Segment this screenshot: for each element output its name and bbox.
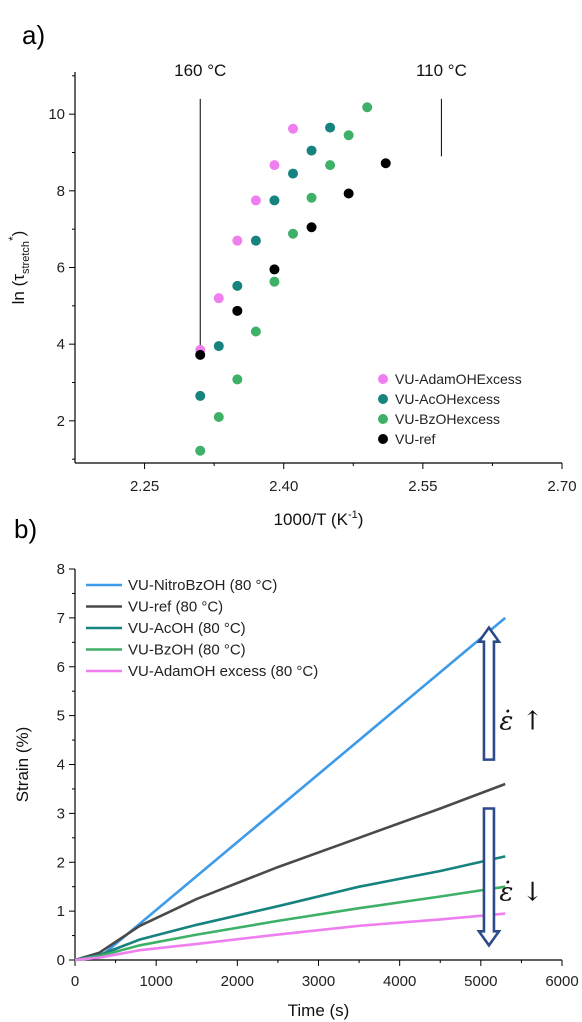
a-y-tick-label: 4 xyxy=(57,336,65,353)
a-data-point xyxy=(269,264,280,275)
a-data-point xyxy=(232,280,243,291)
panel-b-x-axis-title: Time (s) xyxy=(288,1001,350,1020)
b-y-tick-label: 7 xyxy=(57,610,65,627)
b-legend-label: VU-ref (80 °C) xyxy=(128,599,223,616)
b-x-tick-label: 3000 xyxy=(302,973,335,990)
panel-b-lines xyxy=(74,616,507,962)
a-legend-label: VU-AcOHexcess xyxy=(395,391,500,407)
panel-b-legend: VU-NitroBzOH (80 °C) VU-ref (80 °C) VU-AcO… xyxy=(86,577,318,680)
a-data-point xyxy=(287,168,298,179)
b-x-tick-label: 6000 xyxy=(545,973,578,990)
a-temperature-annotation: 160 °C xyxy=(174,61,226,80)
a-data-point xyxy=(306,145,317,156)
b-x-tick-label: 4000 xyxy=(383,973,416,990)
a-data-point xyxy=(269,195,280,206)
b-x-tick-label: 0 xyxy=(71,973,79,990)
a-data-point xyxy=(195,349,206,360)
b-y-tick-label: 8 xyxy=(57,561,65,578)
a-data-point xyxy=(232,374,243,385)
panel-a-points xyxy=(195,102,391,456)
a-data-point xyxy=(325,160,336,171)
panel-a-chart: 2.25 2.40 2.55 2.70 2 4 6 8 10 160 °C 110 °C VU-A… xyxy=(6,61,577,529)
b-y-tick-label: 4 xyxy=(57,757,65,774)
panel-a-annotations: 160 °C 110 °C xyxy=(174,61,467,348)
a-legend-marker xyxy=(378,414,388,424)
b-y-tick-label: 3 xyxy=(57,805,65,822)
a-data-point xyxy=(269,160,280,171)
a-x-tick-label: 2.40 xyxy=(269,478,298,495)
a-data-point xyxy=(287,228,298,239)
a-data-point xyxy=(213,293,224,304)
b-strain-rate-label: ε̇ ↑ xyxy=(499,707,543,737)
a-data-point xyxy=(213,412,224,422)
a-data-point xyxy=(213,341,224,352)
panel-b-arrows: ε̇ ↑ ε̇ ↓ xyxy=(476,625,543,948)
panel-b-y-axis-title: Strain (%) xyxy=(13,727,32,803)
b-series-line xyxy=(74,782,506,962)
b-legend-label: VU-AdamOH excess (80 °C) xyxy=(128,663,318,680)
a-legend-marker xyxy=(378,434,388,444)
a-y-tick-label: 8 xyxy=(57,183,65,200)
a-data-point xyxy=(250,326,261,337)
b-rate-arrow xyxy=(476,625,502,761)
a-temperature-annotation: 110 °C xyxy=(416,61,467,80)
a-data-point xyxy=(269,276,280,287)
panel-b-chart: 0 1000 2000 3000 4000 5000 6000 0 1 2 3 4 5 6 7 8 VU-Ni… xyxy=(13,561,579,1020)
panel-a-x-axis-title: 1000/T (K-1) xyxy=(274,509,364,529)
b-strain-rate-label: ε̇ ↓ xyxy=(499,878,543,908)
a-legend-label: VU-BzOHexcess xyxy=(395,411,500,427)
a-data-point xyxy=(306,192,317,203)
a-data-point xyxy=(325,122,336,133)
b-legend-label: VU-NitroBzOH (80 °C) xyxy=(128,577,277,594)
panel-b-axes: 0 1000 2000 3000 4000 5000 6000 0 1 2 3 4 5 6 7 8 xyxy=(57,561,579,990)
b-x-tick-label: 1000 xyxy=(139,973,172,990)
a-data-point xyxy=(343,188,354,199)
a-legend-marker xyxy=(378,394,388,404)
a-data-point xyxy=(195,390,206,401)
panel-a-axes: 2.25 2.40 2.55 2.70 2 4 6 8 10 xyxy=(48,72,577,495)
b-y-tick-label: 1 xyxy=(57,903,65,920)
a-y-tick-label: 2 xyxy=(57,413,65,430)
a-x-tick-label: 2.55 xyxy=(408,478,437,495)
a-y-tick-label: 10 xyxy=(48,106,65,123)
a-data-point xyxy=(232,305,243,316)
a-legend-label: VU-ref xyxy=(395,431,436,447)
b-y-tick-label: 5 xyxy=(57,708,65,725)
a-legend-label: VU-AdamOHExcess xyxy=(395,371,522,387)
a-x-tick-label: 2.70 xyxy=(547,478,576,495)
b-series-line xyxy=(74,912,506,962)
a-data-point xyxy=(250,195,261,206)
a-data-point xyxy=(343,130,354,141)
panel-a-y-axis-title: ln (τstretch*) xyxy=(6,231,32,305)
a-data-point xyxy=(306,222,317,233)
b-y-tick-label: 2 xyxy=(57,854,65,871)
b-series-line xyxy=(74,855,506,962)
panel-a-label: a) xyxy=(22,20,45,50)
a-data-point xyxy=(250,235,261,246)
b-x-tick-label: 2000 xyxy=(221,973,254,990)
b-series-line xyxy=(74,885,506,962)
b-legend-label: VU-BzOH (80 °C) xyxy=(128,642,246,659)
a-data-point xyxy=(232,235,243,246)
a-data-point xyxy=(195,445,206,456)
panel-a-legend: VU-AdamOHExcess VU-AcOHexcess VU-BzOHexces… xyxy=(378,371,522,447)
a-data-point xyxy=(380,158,391,169)
b-legend-label: VU-AcOH (80 °C) xyxy=(128,620,246,637)
panel-b-label: b) xyxy=(14,514,37,544)
a-legend-marker xyxy=(378,374,388,384)
a-y-tick-label: 6 xyxy=(57,260,65,277)
a-x-tick-label: 2.25 xyxy=(130,478,159,495)
b-x-tick-label: 5000 xyxy=(464,973,497,990)
a-data-point xyxy=(362,102,373,113)
a-data-point xyxy=(287,123,298,134)
b-y-tick-label: 6 xyxy=(57,659,65,676)
b-y-tick-label: 0 xyxy=(57,952,65,969)
b-rate-arrow xyxy=(476,807,502,948)
